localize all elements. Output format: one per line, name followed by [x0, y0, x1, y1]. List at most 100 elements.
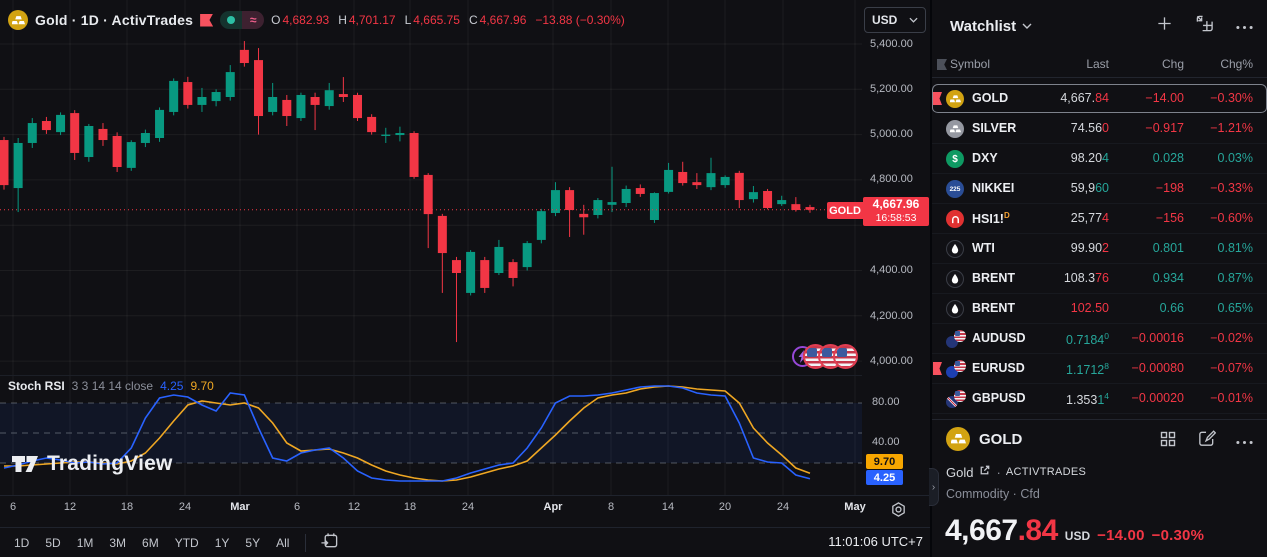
external-link-icon[interactable]: [978, 464, 991, 480]
gold-icon: [946, 427, 970, 451]
panel-collapse-handle[interactable]: ›: [929, 468, 939, 506]
detail-change-pct: −0.30%: [1151, 527, 1205, 544]
detail-name: Gold: [946, 464, 974, 480]
time-axis[interactable]: 6 12 18 24 Mar 6 12 18 24 Apr 8 14 20 24 May: [0, 495, 930, 525]
row-change-pct: −1.21%: [1210, 121, 1253, 135]
separator-dot: ·: [996, 464, 1001, 480]
scale-settings-icon[interactable]: [888, 499, 908, 519]
us-flag-event-icon[interactable]: [833, 344, 858, 369]
watchlist-title-dropdown[interactable]: Watchlist: [950, 18, 1032, 35]
tradingview-logo-icon: [12, 456, 38, 472]
row-symbol: HSI1!D: [972, 211, 1010, 227]
stoch-scale-label: 80.00: [872, 396, 900, 408]
watchlist-row-silver[interactable]: SILVER 74.560 −0.917 −1.21%: [932, 114, 1267, 144]
candle: [225, 65, 235, 101]
range-button-3m[interactable]: 3M: [109, 535, 127, 550]
indicator-dot-icon[interactable]: [220, 11, 243, 29]
watchlist-column-headers: Symbol Last Chg Chg%: [932, 52, 1267, 78]
layout-grid-icon[interactable]: [1159, 430, 1177, 453]
candle: [70, 110, 80, 160]
stoch-legend: Stoch RSI 3 3 14 14 close 4.25 9.70: [8, 379, 214, 393]
watchlist-row-brent[interactable]: BRENT 102.50 0.66 0.65%: [932, 294, 1267, 324]
candle: [324, 82, 334, 110]
candle: [508, 259, 518, 287]
approx-indicator-icon[interactable]: ≈: [242, 11, 265, 29]
ohlc-pair: O 4,682.93: [271, 13, 329, 27]
flag-symbol-icon[interactable]: [200, 13, 214, 27]
range-button-ytd[interactable]: YTD: [174, 535, 199, 550]
time-tick: 18: [403, 501, 417, 513]
time-tick: 12: [347, 501, 361, 513]
stoch-k-label: 4.25: [866, 470, 903, 485]
watchlist-row-hsi1[interactable]: HSI1!D 25,774 −156 −0.60%: [932, 204, 1267, 234]
candle: [13, 137, 23, 213]
candle: [748, 186, 758, 203]
column-symbol[interactable]: Symbol: [950, 57, 991, 71]
indicator-pill[interactable]: ≈: [220, 11, 265, 29]
range-button-6m[interactable]: 6M: [142, 535, 159, 550]
flag-column-icon[interactable]: [937, 59, 947, 70]
grid-layout-icon[interactable]: [1195, 14, 1214, 38]
watchlist-row-eurusd[interactable]: EURUSD 1.17128 −0.00080 −0.07%: [932, 354, 1267, 384]
row-flag-icon[interactable]: [933, 92, 942, 105]
range-button-all[interactable]: All: [276, 535, 290, 550]
price-scale-label: 4,800.00: [870, 173, 913, 185]
dollar-index-icon: $: [946, 150, 964, 168]
range-button-5y[interactable]: 5Y: [245, 535, 261, 550]
watchlist-row-audusd[interactable]: AUDUSD 0.71840 −0.00016 −0.02%: [932, 324, 1267, 354]
range-button-5d[interactable]: 5D: [45, 535, 61, 550]
column-last[interactable]: Last: [1086, 57, 1109, 71]
add-symbol-icon[interactable]: [1156, 15, 1173, 37]
candle: [805, 204, 815, 213]
more-options-icon[interactable]: [1236, 17, 1253, 35]
watchlist-row-gold[interactable]: GOLD 4,667.84 −14.00 −0.30%: [932, 84, 1267, 114]
row-change-pct: 0.65%: [1217, 301, 1253, 315]
currency-value: USD: [872, 13, 898, 27]
range-button-1d[interactable]: 1D: [14, 535, 30, 550]
watchlist-row-gbpusd[interactable]: GBPUSD 1.35314 −0.00020 −0.01%: [932, 384, 1267, 414]
candle: [282, 94, 292, 126]
row-change-pct: −0.07%: [1210, 361, 1253, 375]
candle: [56, 112, 66, 136]
watermark-text: TradingView: [47, 452, 173, 475]
candle: [494, 239, 504, 276]
column-chgp[interactable]: Chg%: [1220, 57, 1253, 71]
detail-currency: USD: [1064, 529, 1091, 543]
row-change: 0.028: [1152, 151, 1184, 165]
price-chart-canvas[interactable]: [0, 0, 862, 375]
row-symbol: BRENT: [972, 301, 1016, 315]
candle: [692, 173, 702, 189]
candle: [423, 173, 433, 249]
watchlist-row-dxy[interactable]: $ DXY 98.204 0.028 0.03%: [932, 144, 1267, 174]
section-divider: [932, 419, 1267, 420]
stoch-title[interactable]: Stoch RSI: [8, 379, 65, 393]
ohlc-values: O 4,682.93 H 4,701.17 L 4,665.75 C 4,667.96 −13.…: [271, 13, 625, 27]
candle: [239, 41, 249, 67]
column-chg[interactable]: Chg: [1161, 57, 1184, 71]
row-change-pct: −0.60%: [1210, 211, 1253, 225]
stoch-rsi-canvas[interactable]: [0, 375, 862, 495]
row-flag-icon[interactable]: [933, 362, 942, 375]
row-change-pct: −0.33%: [1210, 181, 1253, 195]
stoch-d-label: 9.70: [866, 454, 903, 469]
go-to-date-button[interactable]: [314, 529, 345, 557]
candle: [791, 197, 801, 212]
candle: [565, 187, 575, 237]
watchlist-row-brent[interactable]: BRENT 108.376 0.934 0.87%: [932, 264, 1267, 294]
edit-note-icon[interactable]: [1197, 429, 1217, 453]
price-scale-label: 5,400.00: [870, 38, 913, 50]
watchlist-row-nikkei[interactable]: 225 NIKKEI 59,960 −198 −0.33%: [932, 174, 1267, 204]
candle: [296, 92, 306, 122]
candle: [338, 77, 348, 102]
chart-title[interactable]: Gold · 1D · ActivTrades: [35, 12, 194, 28]
more-options-icon[interactable]: [1236, 432, 1253, 450]
range-button-1m[interactable]: 1M: [76, 535, 94, 550]
range-button-1y[interactable]: 1Y: [214, 535, 230, 550]
currency-dropdown[interactable]: USD: [864, 7, 926, 33]
candle: [706, 157, 716, 191]
clock[interactable]: 11:01:06 UTC+7: [828, 534, 923, 549]
watchlist-row-wti[interactable]: WTI 99.902 0.801 0.81%: [932, 234, 1267, 264]
economic-event-markers[interactable]: [792, 344, 858, 369]
panel-divider[interactable]: [930, 0, 932, 557]
